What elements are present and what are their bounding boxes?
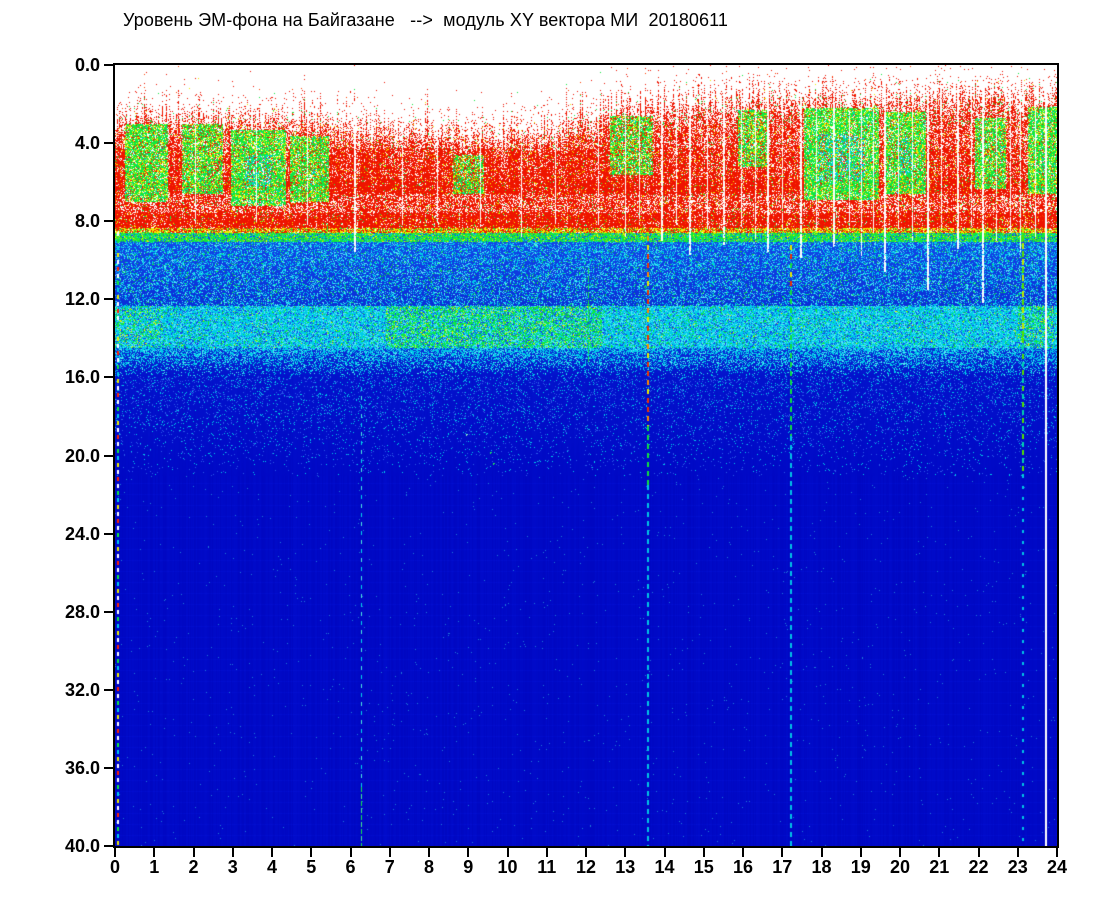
- x-tick-mark: [624, 848, 627, 857]
- x-tick-mark: [742, 848, 744, 857]
- chart-title: Уровень ЭМ-фона на Байгазане --> модуль …: [123, 10, 729, 30]
- spectrogram-canvas: [115, 65, 1057, 846]
- x-tick-label: 14: [654, 857, 675, 877]
- y-tick-mark: [104, 610, 113, 613]
- y-tick-mark: [104, 220, 113, 223]
- x-tick-mark: [820, 848, 823, 857]
- x-tick-mark: [702, 848, 705, 857]
- y-tick-mark: [104, 454, 113, 457]
- y-tick-mark: [104, 845, 113, 847]
- x-tick-mark: [545, 848, 548, 857]
- y-tick-label: 8.0: [74, 211, 100, 232]
- x-tick-label: 21: [929, 857, 950, 877]
- x-tick-mark: [859, 848, 862, 857]
- y-tick-label: 28.0: [64, 601, 100, 622]
- y-tick-mark: [104, 766, 113, 769]
- x-tick-label: 12: [575, 857, 597, 877]
- y-tick-mark: [104, 532, 113, 535]
- plot-area: [113, 63, 1059, 848]
- x-tick-mark: [1016, 848, 1019, 857]
- x-tick-mark: [585, 848, 587, 857]
- x-tick-label: 18: [811, 857, 832, 877]
- x-tick-mark: [388, 848, 391, 857]
- x-tick-label: 19: [850, 857, 871, 877]
- y-tick-label: 40.0: [64, 836, 100, 856]
- x-tick-label: 23: [1007, 857, 1028, 877]
- x-tick-mark: [938, 848, 941, 857]
- x-tick-mark: [781, 848, 784, 857]
- x-tick-mark: [663, 848, 666, 857]
- y-tick-label: 16.0: [64, 367, 100, 388]
- x-tick-label: 22: [968, 857, 989, 877]
- x-tick-label: 17: [772, 857, 793, 877]
- x-tick-label: 9: [463, 857, 474, 877]
- y-tick-mark: [104, 298, 113, 301]
- x-tick-mark: [231, 848, 234, 857]
- x-tick-mark: [467, 848, 470, 857]
- x-tick-label: 20: [889, 857, 911, 877]
- x-tick-mark: [977, 848, 980, 857]
- x-tick-label: 0: [109, 857, 120, 877]
- x-tick-label: 13: [615, 857, 636, 877]
- x-tick-label: 11: [537, 857, 557, 877]
- y-tick-label: 20.0: [64, 445, 100, 466]
- x-tick-label: 6: [345, 857, 356, 877]
- x-tick-mark: [271, 848, 273, 857]
- x-tick-label: 8: [423, 857, 434, 877]
- x-tick-label: 15: [693, 857, 714, 877]
- x-tick-mark: [506, 848, 509, 857]
- x-tick-label: 24: [1046, 857, 1068, 877]
- x-tick-label: 7: [384, 857, 395, 877]
- x-tick-label: 16: [732, 857, 754, 877]
- x-tick-mark: [1056, 848, 1058, 857]
- x-tick-mark: [114, 848, 116, 857]
- x-tick-mark: [428, 848, 430, 857]
- x-tick-mark: [153, 848, 156, 857]
- x-tick-label: 1: [149, 857, 160, 877]
- x-tick-label: 10: [497, 857, 518, 877]
- x-tick-label: 5: [306, 857, 317, 877]
- x-tick-mark: [192, 848, 195, 857]
- y-tick-label: 12.0: [64, 289, 100, 310]
- y-tick-label: 36.0: [64, 757, 100, 778]
- x-tick-mark: [349, 848, 352, 857]
- y-tick-mark: [104, 142, 113, 145]
- x-tick-label: 2: [188, 857, 199, 877]
- x-tick-label: 3: [227, 857, 238, 877]
- y-tick-mark: [104, 688, 113, 691]
- y-tick-mark: [104, 64, 113, 66]
- y-tick-label: 0.0: [74, 55, 100, 75]
- y-tick-label: 24.0: [64, 523, 100, 544]
- x-tick-mark: [310, 848, 313, 857]
- y-tick-mark: [104, 376, 113, 379]
- y-tick-label: 32.0: [64, 679, 100, 700]
- x-tick-label: 4: [266, 857, 277, 877]
- x-tick-mark: [899, 848, 901, 857]
- y-tick-label: 4.0: [74, 133, 100, 154]
